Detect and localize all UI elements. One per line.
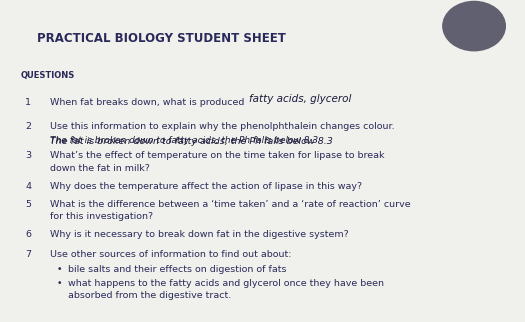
Text: •: • (57, 279, 62, 288)
Text: down the fat in milk?: down the fat in milk? (50, 164, 150, 173)
Text: 7: 7 (25, 250, 31, 259)
Text: Use this information to explain why the phenolphthalein changes colour.: Use this information to explain why the … (50, 122, 394, 131)
Text: 6: 6 (25, 230, 31, 239)
Text: When fat breaks down, what is produced: When fat breaks down, what is produced (50, 98, 244, 107)
Text: 5: 5 (25, 200, 31, 209)
Text: Why does the temperature affect the action of lipase in this way?: Why does the temperature affect the acti… (50, 182, 362, 191)
Text: What is the difference between a ‘time taken’ and a ‘rate of reaction’ curve: What is the difference between a ‘time t… (50, 200, 411, 209)
Text: 3: 3 (25, 151, 31, 160)
Text: QUESTIONS: QUESTIONS (21, 71, 75, 80)
Text: bile salts and their effects on digestion of fats: bile salts and their effects on digestio… (68, 265, 287, 274)
Ellipse shape (443, 1, 505, 51)
Text: PRACTICAL BIOLOGY STUDENT SHEET: PRACTICAL BIOLOGY STUDENT SHEET (37, 32, 286, 45)
Text: for this investigation?: for this investigation? (50, 212, 153, 221)
Text: The fat is broken down to fatty acids, the Ph falls below 8.3: The fat is broken down to fatty acids, t… (50, 137, 333, 146)
Text: 1: 1 (25, 98, 31, 107)
Text: What’s the effect of temperature on the time taken for lipase to break: What’s the effect of temperature on the … (50, 151, 384, 160)
Text: •: • (57, 265, 62, 274)
Text: Use other sources of information to find out about:: Use other sources of information to find… (50, 250, 291, 259)
Text: Why is it necessary to break down fat in the digestive system?: Why is it necessary to break down fat in… (50, 230, 349, 239)
Text: 2: 2 (25, 122, 31, 131)
Text: fatty acids, glycerol: fatty acids, glycerol (249, 94, 352, 104)
Text: 4: 4 (25, 182, 31, 191)
Text: what happens to the fatty acids and glycerol once they have been: what happens to the fatty acids and glyc… (68, 279, 384, 288)
Text: absorbed from the digestive tract.: absorbed from the digestive tract. (68, 291, 232, 300)
Text: The fat is broken down to fatty acids, the Ph falls below 8.3: The fat is broken down to fatty acids, t… (50, 136, 318, 145)
